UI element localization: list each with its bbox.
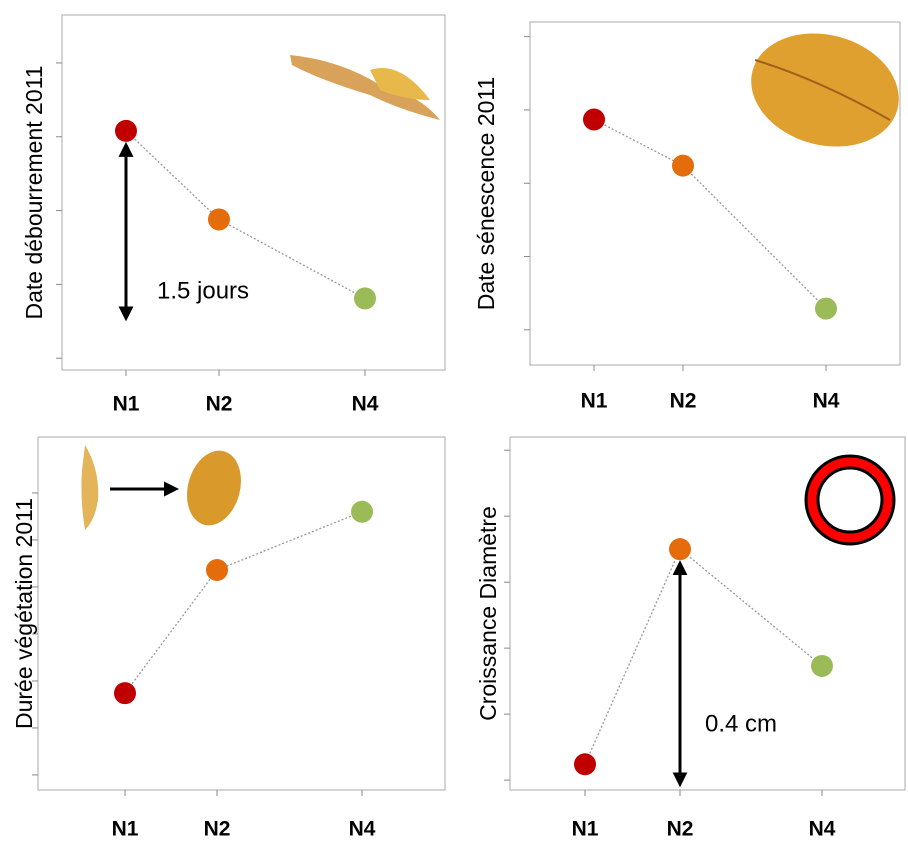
point — [208, 208, 230, 230]
series-line — [125, 512, 362, 693]
x-tick-label: N2 — [206, 393, 233, 416]
x-tick-label: N1 — [113, 393, 140, 416]
x-tick-label: N4 — [352, 393, 379, 416]
x-tick-label: N4 — [813, 390, 840, 413]
point — [574, 753, 596, 775]
point — [354, 287, 376, 309]
point — [115, 120, 137, 142]
point — [669, 538, 691, 560]
y-axis-title: Date sénescence 2011 — [473, 77, 499, 311]
point — [114, 682, 136, 704]
series-line — [594, 119, 826, 308]
annotation: 0.4 cm — [705, 710, 777, 737]
x-tick-label: N4 — [809, 818, 836, 841]
bud-illustration — [290, 55, 440, 120]
series-line — [585, 549, 822, 764]
point — [206, 559, 228, 581]
annotation: 1.5 jours — [157, 277, 249, 304]
plot-frame — [62, 15, 445, 370]
point — [672, 155, 694, 177]
x-tick-label: N2 — [204, 818, 231, 841]
y-axis-title: Date débourrement 2011 — [21, 65, 47, 319]
x-tick-label: N2 — [670, 390, 697, 413]
bud-to-leaf-illustration — [81, 445, 249, 532]
point — [815, 298, 837, 320]
x-tick-label: N2 — [667, 818, 694, 841]
x-tick-label: N1 — [572, 818, 599, 841]
point — [811, 655, 833, 677]
x-tick-label: N1 — [581, 390, 608, 413]
series-line — [126, 131, 365, 299]
y-axis-title: Croissance Diamètre — [475, 506, 501, 721]
ring-illustration — [806, 456, 894, 544]
leaf-illustration — [738, 17, 908, 162]
x-tick-label: N4 — [349, 818, 376, 841]
point — [351, 501, 373, 523]
point — [583, 108, 605, 130]
x-tick-label: N1 — [112, 818, 139, 841]
plot-frame — [38, 437, 445, 790]
y-axis-title: Durée végétation 2011 — [11, 498, 37, 729]
chart-figure: N1 N2 N4 Date débourrement 2011 1.5 jours N1 N… — [0, 0, 908, 843]
